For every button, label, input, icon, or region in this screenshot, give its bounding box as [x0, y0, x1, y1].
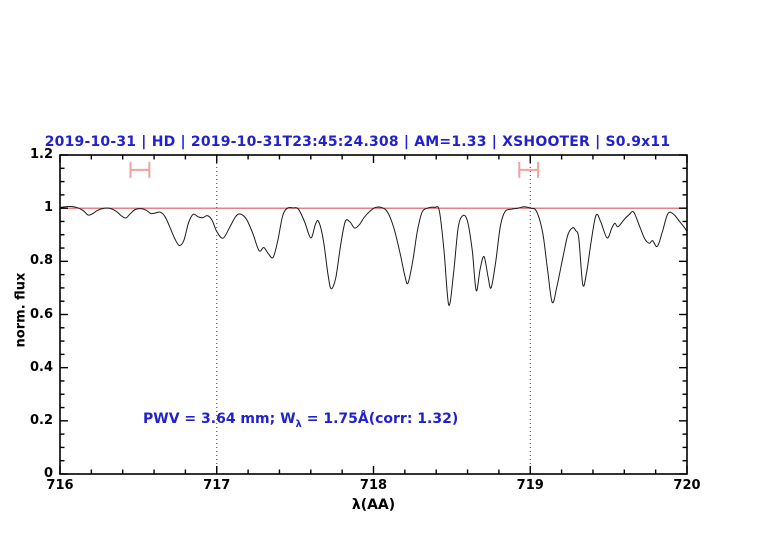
y-tick-label: 1: [43, 200, 53, 216]
pwv-annotation: PWV = 3.64 mm; Wλ = 1.75Å(corr: 1.32): [143, 410, 458, 431]
x-tick-label: 718: [359, 478, 388, 493]
x-tick-label: 720: [673, 478, 701, 493]
y-tick-label: 0.8: [29, 253, 53, 269]
pwv-annotation-prefix: PWV = 3.64 mm; W: [143, 411, 296, 427]
pwv-annotation-suffix: = 1.75Å(corr: 1.32): [301, 411, 459, 427]
y-tick-label: 0.4: [29, 359, 53, 375]
x-tick-label: 719: [516, 478, 544, 493]
y-tick-label: 0.6: [29, 306, 53, 322]
spectrum-curve: [59, 205, 688, 306]
plot-title: 2019-10-31 | HD | 2019-10-31T23:45:24.30…: [44, 134, 671, 150]
y-tick-label: 1.2: [29, 147, 53, 162]
x-tick-label: 716: [46, 478, 74, 493]
y-tick-label: 0.2: [29, 412, 53, 428]
y-tick-label: 0: [43, 466, 53, 481]
x-axis-label: λ(AA): [351, 497, 396, 513]
x-tick-label: 717: [203, 478, 231, 493]
pwv-annotation-lambda-subscript: λ: [295, 418, 302, 430]
